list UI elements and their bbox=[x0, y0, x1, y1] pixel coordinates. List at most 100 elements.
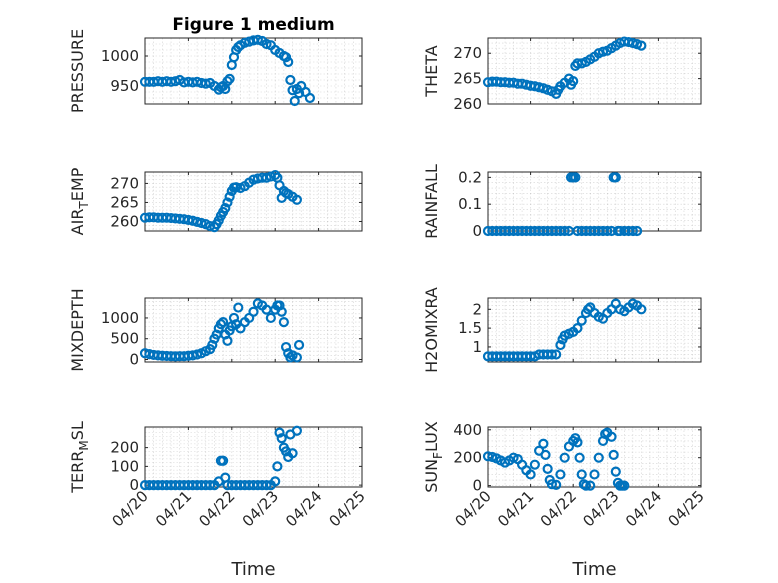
y-axis-label: RAINFALL bbox=[422, 164, 441, 239]
data-point bbox=[220, 203, 231, 214]
data-point bbox=[285, 352, 296, 363]
x-tick-label: 04/24 bbox=[282, 487, 325, 530]
data-point bbox=[570, 172, 581, 183]
y-tick-label: 260 bbox=[110, 212, 139, 230]
y-tick-label: 1.5 bbox=[458, 319, 482, 337]
y-tick-label: 1000 bbox=[101, 309, 139, 327]
chart-title: Figure 1 medium bbox=[172, 15, 334, 35]
x-tick-label: 04/23 bbox=[239, 487, 282, 530]
data-point bbox=[542, 463, 553, 474]
data-point bbox=[576, 315, 587, 326]
data-point bbox=[291, 194, 302, 205]
y-tick-label: 265 bbox=[110, 193, 139, 211]
data-point bbox=[205, 480, 216, 491]
y-tick-label: 0 bbox=[472, 477, 482, 495]
data-point bbox=[574, 452, 585, 463]
data-point bbox=[272, 461, 283, 472]
y-tick-label: 200 bbox=[110, 439, 139, 457]
x-tick-label: 04/22 bbox=[195, 487, 238, 530]
data-point bbox=[191, 216, 203, 227]
data-point bbox=[555, 469, 566, 480]
data-point bbox=[606, 431, 617, 442]
data-point bbox=[261, 480, 272, 491]
y-tick-label: 270 bbox=[110, 174, 139, 192]
data-point bbox=[627, 37, 638, 49]
x-tick-label: 04/23 bbox=[579, 487, 622, 530]
x-tick-label: 04/25 bbox=[665, 487, 708, 530]
y-axis-label: THETA bbox=[422, 45, 441, 97]
data-point bbox=[589, 469, 600, 480]
data-point bbox=[239, 37, 250, 48]
data-point bbox=[289, 95, 300, 107]
data-point bbox=[304, 92, 316, 104]
data-point bbox=[270, 476, 281, 487]
data-point bbox=[610, 466, 621, 477]
y-axis-label: MIXDEPTH bbox=[68, 288, 87, 371]
axes-box bbox=[487, 37, 702, 105]
y-tick-label: 0 bbox=[472, 222, 482, 240]
y-axis-label: PRESSURE bbox=[68, 29, 87, 113]
y-tick-label: 270 bbox=[453, 44, 482, 62]
data-point bbox=[546, 479, 558, 490]
data-point bbox=[222, 335, 233, 346]
data-point bbox=[215, 319, 227, 330]
data-point bbox=[283, 56, 294, 68]
data-point bbox=[576, 469, 587, 480]
data-point bbox=[265, 312, 276, 324]
data-point bbox=[619, 480, 630, 491]
x-tick-label: 04/21 bbox=[494, 487, 537, 530]
y-tick-label: 200 bbox=[453, 449, 482, 467]
data-point bbox=[233, 302, 244, 313]
data-point bbox=[218, 455, 229, 466]
y-tick-label: 100 bbox=[110, 457, 139, 475]
subplot-4: 0 0.1 0.2 RAINFALL bbox=[422, 164, 702, 240]
data-point bbox=[224, 73, 235, 84]
x-axis-label: Time bbox=[230, 559, 275, 580]
y-tick-label: 0 bbox=[129, 476, 139, 494]
y-tick-label: 0.1 bbox=[458, 195, 482, 213]
axes-box bbox=[144, 426, 363, 488]
y-tick-label: 1 bbox=[472, 338, 482, 356]
y-axis-label: SUNFLUX bbox=[422, 421, 445, 493]
y-tick-label: 0 bbox=[129, 351, 139, 369]
y-axis-label: H2OMIXRA bbox=[422, 287, 441, 373]
data-point bbox=[274, 427, 285, 438]
data-point bbox=[222, 76, 233, 87]
data-point bbox=[572, 323, 583, 334]
x-tick-label: 04/25 bbox=[326, 487, 369, 530]
y-axis-label: TERRMSL bbox=[68, 421, 91, 494]
x-axis-label: Time bbox=[571, 559, 616, 580]
subplot-6: 11.52 H2OMIXRA bbox=[422, 287, 702, 373]
data-point bbox=[191, 349, 203, 360]
data-point bbox=[196, 217, 207, 229]
data-point bbox=[559, 452, 570, 463]
data-point bbox=[261, 38, 272, 50]
data-point bbox=[593, 452, 604, 463]
data-point bbox=[187, 350, 198, 361]
y-tick-label: 2 bbox=[472, 300, 482, 318]
data-point bbox=[631, 225, 643, 237]
data-point bbox=[287, 448, 298, 459]
data-point bbox=[285, 74, 296, 86]
data-point bbox=[291, 352, 302, 363]
y-tick-label: 1000 bbox=[101, 47, 139, 65]
data-point bbox=[276, 433, 287, 444]
data-point bbox=[218, 317, 229, 328]
data-point bbox=[585, 480, 596, 491]
data-point bbox=[572, 437, 583, 448]
y-tick-label: 0.2 bbox=[458, 168, 482, 186]
axes-box bbox=[144, 37, 363, 105]
data-point bbox=[276, 306, 287, 317]
data-point bbox=[293, 339, 305, 351]
axes-box bbox=[487, 171, 702, 232]
data-point bbox=[280, 52, 292, 63]
data-point bbox=[534, 82, 545, 93]
data-point bbox=[291, 425, 302, 436]
data-point bbox=[540, 449, 551, 461]
data-point bbox=[248, 306, 259, 317]
x-tick-label: 04/24 bbox=[622, 487, 665, 530]
